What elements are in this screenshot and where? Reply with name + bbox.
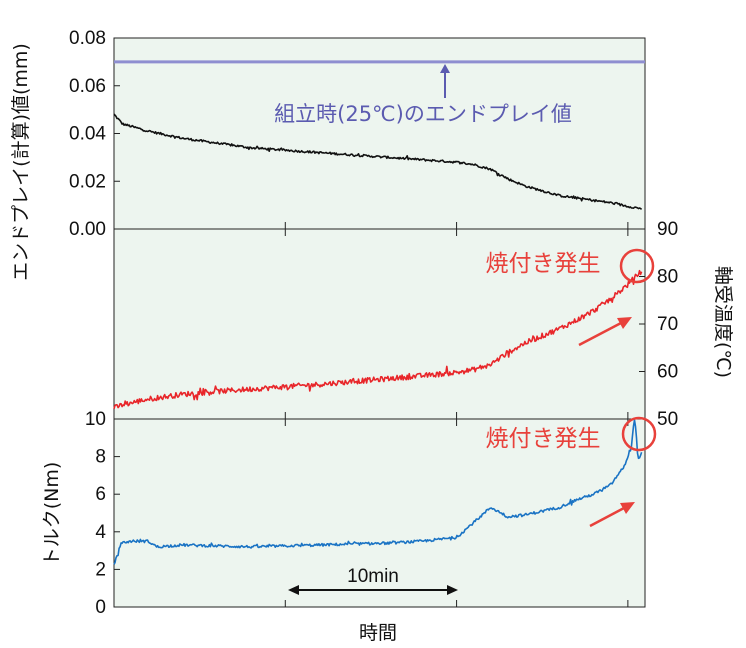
series-temperature-line [113,269,643,410]
duration-arrowhead-left [288,585,299,595]
trend-arrow-torque [589,506,625,528]
y-tick-label: 50 [657,409,678,430]
panel-background-torque [113,418,646,608]
duration-arrowhead-right [447,585,458,595]
series-endplay-line [113,113,643,210]
duration-label: 10min [347,566,399,587]
y-tick-label: 80 [657,267,678,288]
y-tick-labels: 0.08 0.06 0.04 0.02 0.00 90 80 70 60 50 10 8 6 4 2 0 [69,28,678,618]
y-tick-label: 0.04 [69,124,106,145]
panel-background-endplay [113,37,646,230]
y-tick-label: 0.00 [69,219,106,240]
y-axis-title-temperature: 軸受温度(℃) [712,266,734,378]
y-axis-title-torque: トルク(Nm) [41,462,63,567]
y-tick-label: 6 [95,484,106,505]
trend-arrowhead-temperature [617,317,632,329]
y-tick-label: 2 [95,559,106,580]
annotation-assembly-endplay: 組立時(25℃)のエンドプレイ値 [274,102,572,126]
y-tick-label: 10 [85,409,106,430]
seizure-marker-torque [621,416,657,452]
y-tick-label: 0.08 [69,28,106,49]
y-tick-label: 90 [657,219,678,240]
annotation-seizure-torque: 焼付き発生 [486,426,601,452]
trend-arrow-temperature [578,321,622,347]
panel-background-temperature [113,228,646,420]
series-torque-line [113,419,643,565]
y-tick-label: 4 [95,522,106,543]
y-tick-label: 0 [95,597,106,618]
trend-arrowhead-torque [620,502,635,514]
y-tick-label: 60 [657,362,678,383]
y-tick-label: 70 [657,314,678,335]
y-tick-label: 0.06 [69,76,106,97]
y-tick-label: 8 [95,447,106,468]
seizure-marker-temperature [619,248,655,284]
annotation-arrowhead-assembly-endplay [440,64,450,73]
y-tick-label: 0.02 [69,171,106,192]
annotation-seizure-temperature: 焼付き発生 [486,251,601,277]
y-axis-title-endplay: エンドプレイ(計算)値(mm) [10,43,32,281]
x-axis-title: 時間 [359,622,397,644]
axis-ticks [113,37,645,608]
